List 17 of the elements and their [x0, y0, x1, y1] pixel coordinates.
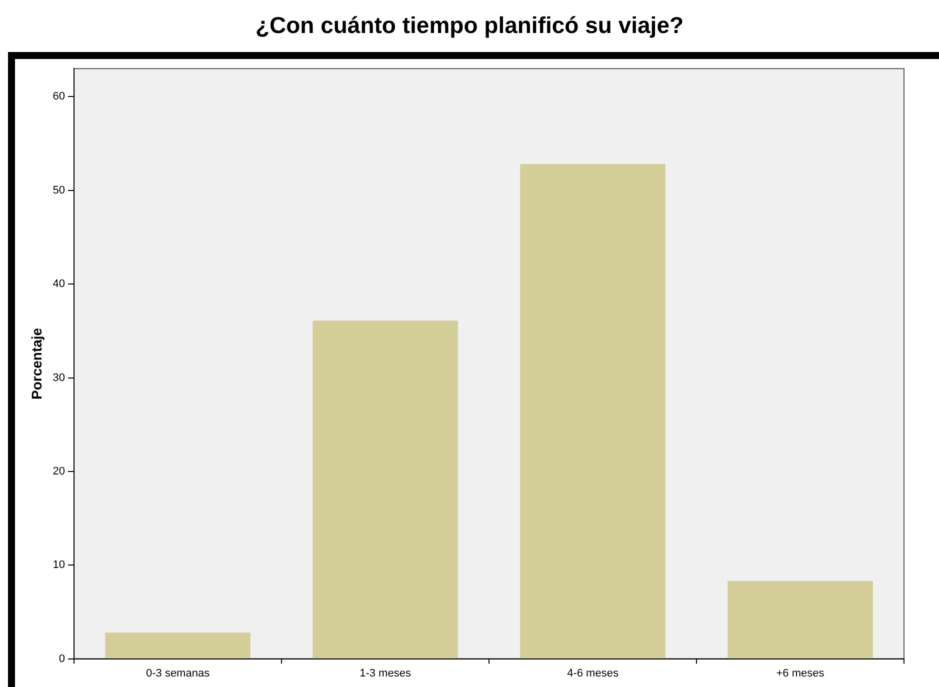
x-tick-label: 4-6 meses [567, 667, 619, 680]
bar [312, 320, 458, 658]
y-tick-label: 40 [52, 278, 66, 290]
y-tick-label: 20 [52, 465, 66, 478]
bar [520, 164, 666, 658]
bar [105, 632, 250, 658]
x-tick-label: 0-3 semanas [146, 667, 210, 680]
y-tick-label: 10 [52, 559, 66, 572]
y-tick-label: 0 [58, 652, 66, 665]
bar [728, 581, 873, 658]
x-tick-label: 1-3 meses [360, 667, 412, 680]
y-tick-label: 30 [52, 372, 66, 384]
chart-title: ¿Con cuánto tiempo planificó su viaje? [254, 12, 685, 39]
y-axis-title: Porcentaje [28, 328, 44, 400]
y-tick-label: 60 [52, 90, 66, 103]
y-tick-label: 50 [52, 184, 66, 196]
x-tick-label: +6 meses [776, 667, 825, 680]
